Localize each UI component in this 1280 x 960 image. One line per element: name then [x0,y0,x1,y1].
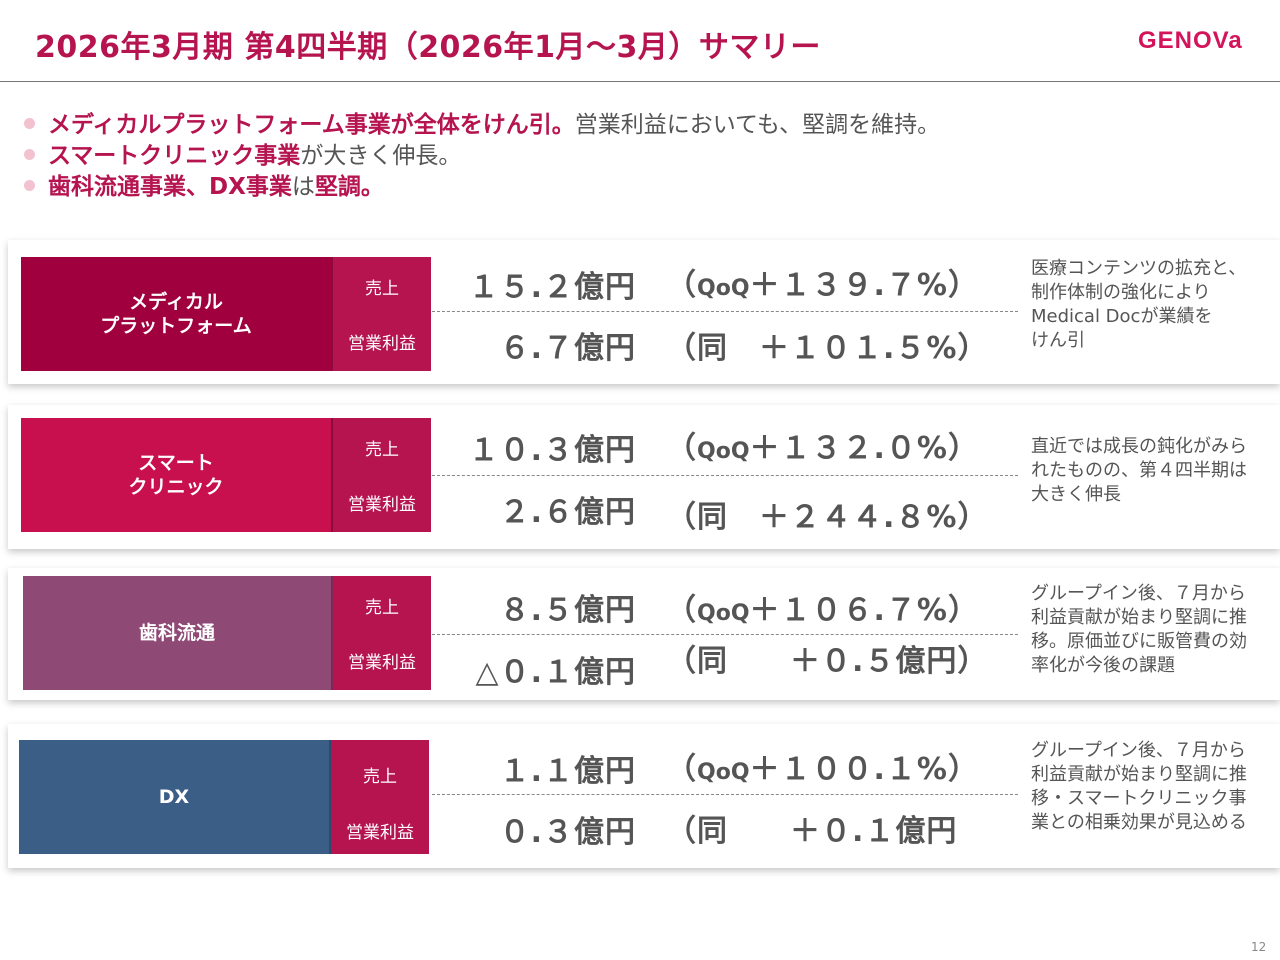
sales-label: 売上 [365,598,399,618]
sales-value: １０.３億円 [468,433,636,468]
sales-label: 売上 [363,767,397,787]
genova-logo: GENOVa [1138,27,1243,54]
page-number: 12 [1251,940,1267,954]
header-divider [0,81,1280,82]
metric-labels: 売上 営業利益 [331,576,431,690]
sales-qoq: （QoQ＋１００.１%） [666,752,979,787]
op-profit-label: 営業利益 [346,823,414,843]
segment-comment: グループイン後、７月から 利益貢献が始まり堅調に推 移・スマートクリニック事 業… [1031,740,1247,833]
sales-value: ８.５億円 [499,593,636,628]
op-profit-qoq: （同 ＋２４４.８%） [666,500,989,535]
row-divider [432,794,1018,795]
segment-name: DX [19,740,329,854]
bullet-item: メディカルプラットフォーム事業が全体をけん引。営業利益においても、堅調を維持。 [24,110,940,141]
segment-card-dental: 歯科流通 売上 営業利益 ８.５億円 （QoQ＋１０６.７%） △０.１億円 （… [8,568,1280,700]
bullet-item: スマートクリニック事業が大きく伸長。 [24,141,940,172]
bullet-dot-icon [24,180,35,191]
op-profit-value: △０.１億円 [475,655,636,690]
summary-bullets: メディカルプラットフォーム事業が全体をけん引。営業利益においても、堅調を維持。 … [24,110,940,203]
bullet-dot-icon [24,149,35,160]
sales-qoq: （QoQ＋１３２.０%） [666,431,979,466]
row-divider [432,634,1018,635]
sales-label: 売上 [365,279,399,299]
sales-value: １.１億円 [499,754,636,789]
segment-card-dx: DX 売上 営業利益 １.１億円 （QoQ＋１００.１%） ０.３億円 （同 ＋… [8,724,1280,868]
metric-labels: 売上 営業利益 [329,740,429,854]
op-profit-qoq: （同 ＋１０１.５%） [666,331,989,366]
sales-qoq: （QoQ＋１０６.７%） [666,593,979,628]
segment-comment: グループイン後、７月から 利益貢献が始まり堅調に推 移。原価並びに販管費の効 率… [1031,583,1247,676]
segment-name: スマート クリニック [21,418,331,532]
op-profit-label: 営業利益 [348,653,416,673]
segment-comment: 直近では成長の鈍化がみら れたものの、第４四半期は 大きく伸長 [1031,436,1247,505]
sales-value: １５.２億円 [468,270,636,305]
row-divider [432,475,1018,476]
op-profit-value: ２.６億円 [499,495,636,530]
segment-card-smart-clinic: スマート クリニック 売上 営業利益 １０.３億円 （QoQ＋１３２.０%） ２… [8,405,1280,549]
segment-comment: 医療コンテンツの拡充と、 制作体制の強化により Medical Docが業績を … [1031,258,1247,351]
op-profit-value: ０.３億円 [499,815,636,850]
bullet-item: 歯科流通事業、DX事業は堅調。 [24,172,940,203]
op-profit-value: ６.７億円 [499,331,636,366]
op-profit-label: 営業利益 [348,495,416,515]
page-title: 2026年3月期 第4四半期（2026年1月～3月）サマリー [35,30,821,65]
op-profit-qoq: （同 ＋０.１億円 [666,814,958,849]
segment-name: メディカル プラットフォーム [21,257,331,371]
segment-card-medical: メディカル プラットフォーム 売上 営業利益 １５.２億円 （QoQ＋１３９.７… [8,240,1280,384]
segment-name: 歯科流通 [23,576,331,690]
op-profit-label: 営業利益 [348,334,416,354]
row-divider [432,311,1018,312]
op-profit-qoq: （同 ＋０.５億円） [666,644,989,679]
metric-labels: 売上 営業利益 [331,418,431,532]
sales-qoq: （QoQ＋１３９.７%） [666,268,979,303]
sales-label: 売上 [365,440,399,460]
bullet-dot-icon [24,118,35,129]
metric-labels: 売上 営業利益 [331,257,431,371]
